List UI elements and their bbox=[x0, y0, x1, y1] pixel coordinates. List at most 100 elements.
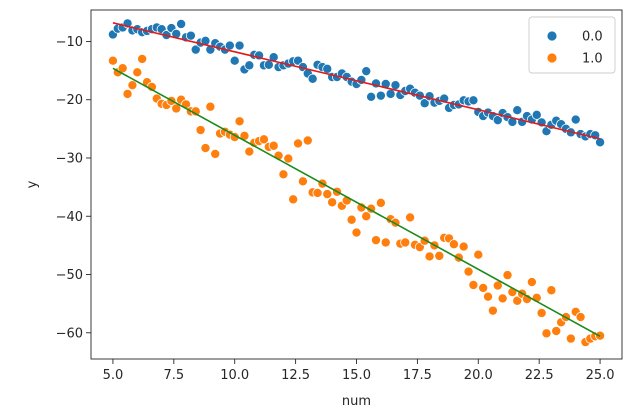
series-1-point bbox=[361, 211, 372, 222]
series-1-point bbox=[107, 55, 118, 66]
legend-marker bbox=[546, 30, 558, 42]
series-0-point bbox=[385, 88, 396, 99]
x-tick-label: 20.0 bbox=[464, 368, 493, 383]
y-tick-label: −60 bbox=[56, 326, 83, 341]
plot-area bbox=[107, 18, 606, 348]
series-1-point bbox=[278, 169, 289, 180]
series-1-point bbox=[458, 241, 469, 252]
series-1-point bbox=[487, 305, 498, 316]
series-1-point bbox=[502, 270, 513, 281]
series-0-point bbox=[390, 80, 401, 91]
series-1-point bbox=[127, 80, 138, 91]
series-1-point bbox=[478, 282, 489, 293]
x-tick-label: 12.5 bbox=[281, 368, 310, 383]
y-tick-label: −50 bbox=[56, 268, 83, 283]
series-0-point bbox=[176, 18, 187, 29]
series-1-point bbox=[312, 187, 323, 198]
series-1-point bbox=[400, 237, 411, 248]
series-1-point bbox=[244, 146, 255, 157]
series-1-point bbox=[302, 135, 313, 146]
series-1-point bbox=[434, 250, 445, 261]
series-1-point bbox=[536, 307, 547, 318]
y-axis-label: y bbox=[25, 180, 40, 188]
series-0-point bbox=[244, 60, 255, 71]
series-1-point bbox=[322, 189, 333, 200]
series-1-point bbox=[405, 212, 416, 223]
series-1-point bbox=[210, 148, 221, 159]
series-1-point bbox=[346, 214, 357, 225]
series-1-point bbox=[258, 134, 269, 145]
series-1-point bbox=[137, 53, 148, 64]
series-0-point bbox=[361, 66, 372, 77]
series-1-point bbox=[200, 143, 211, 154]
series-1-point bbox=[327, 197, 338, 208]
series-1-point bbox=[526, 277, 537, 288]
series-1-point bbox=[375, 197, 386, 208]
series-1-point bbox=[546, 285, 557, 296]
series-0-point bbox=[380, 78, 391, 89]
series-1-point bbox=[512, 295, 523, 306]
series-1-point bbox=[463, 266, 474, 277]
series-0-point bbox=[307, 73, 318, 84]
series-1-point bbox=[370, 235, 381, 246]
series-1-point bbox=[473, 249, 484, 260]
x-tick-label: 15.0 bbox=[342, 368, 371, 383]
y-tick-label: −20 bbox=[56, 93, 83, 108]
series-0-point bbox=[419, 98, 430, 109]
axes: 5.0 7.5 10.0 12.5 15.0 17.5 20.0 22.5 25.0 −10 −20… bbox=[56, 35, 615, 383]
x-tick-label: 7.5 bbox=[163, 368, 184, 383]
legend-label: 0.0 bbox=[582, 30, 603, 45]
series-0-point bbox=[468, 95, 479, 106]
series-1-point bbox=[234, 116, 245, 127]
series-0-point bbox=[185, 30, 196, 41]
series-1-point bbox=[551, 326, 562, 337]
series-1-point bbox=[122, 88, 133, 99]
series-1-point bbox=[293, 138, 304, 149]
series-1-point bbox=[132, 67, 143, 78]
y-tick-label: −40 bbox=[56, 210, 83, 225]
series-1-point bbox=[492, 280, 503, 291]
series-0-point bbox=[375, 90, 386, 101]
series-0-point bbox=[595, 137, 606, 148]
series-0-point bbox=[512, 105, 523, 116]
series-1-point bbox=[288, 194, 299, 205]
series-1-point bbox=[268, 140, 279, 151]
series-1-point bbox=[483, 291, 494, 302]
series-0-point bbox=[234, 40, 245, 51]
series-1-point bbox=[468, 280, 479, 291]
series-0-point bbox=[224, 40, 235, 51]
legend: 0.01.0 bbox=[528, 16, 616, 74]
x-tick-label: 5.0 bbox=[103, 368, 124, 383]
y-tick-label: −10 bbox=[56, 35, 83, 50]
series-0-point bbox=[366, 91, 377, 102]
series-1-point bbox=[380, 237, 391, 248]
series-1-point bbox=[575, 312, 586, 323]
legend-label: 1.0 bbox=[582, 52, 603, 67]
series-1-point bbox=[541, 328, 552, 339]
legend-marker bbox=[546, 52, 558, 64]
x-tick-label: 22.5 bbox=[525, 368, 554, 383]
y-tick-label: −30 bbox=[56, 151, 83, 166]
series-0-point bbox=[570, 114, 581, 125]
x-tick-label: 10.0 bbox=[220, 368, 249, 383]
series-1-point bbox=[195, 125, 206, 136]
series-0-point bbox=[531, 109, 542, 120]
series-0-point bbox=[190, 44, 201, 55]
series-0-point bbox=[229, 55, 240, 66]
series-1-point bbox=[565, 333, 576, 344]
series-1-point bbox=[497, 293, 508, 304]
series-1-point bbox=[351, 227, 362, 238]
x-tick-label: 17.5 bbox=[403, 368, 432, 383]
fit-line-0 bbox=[112, 22, 601, 140]
series-1-point bbox=[205, 101, 216, 112]
x-axis-label: num bbox=[342, 394, 371, 409]
fit-line-1 bbox=[112, 67, 601, 337]
series-1-point bbox=[297, 176, 308, 187]
series-1-point bbox=[424, 251, 435, 262]
series-0-point bbox=[492, 115, 503, 126]
series-1-point bbox=[448, 239, 459, 250]
series-1-point bbox=[283, 153, 294, 164]
series-0-point bbox=[322, 63, 333, 74]
x-tick-label: 25.0 bbox=[586, 368, 615, 383]
